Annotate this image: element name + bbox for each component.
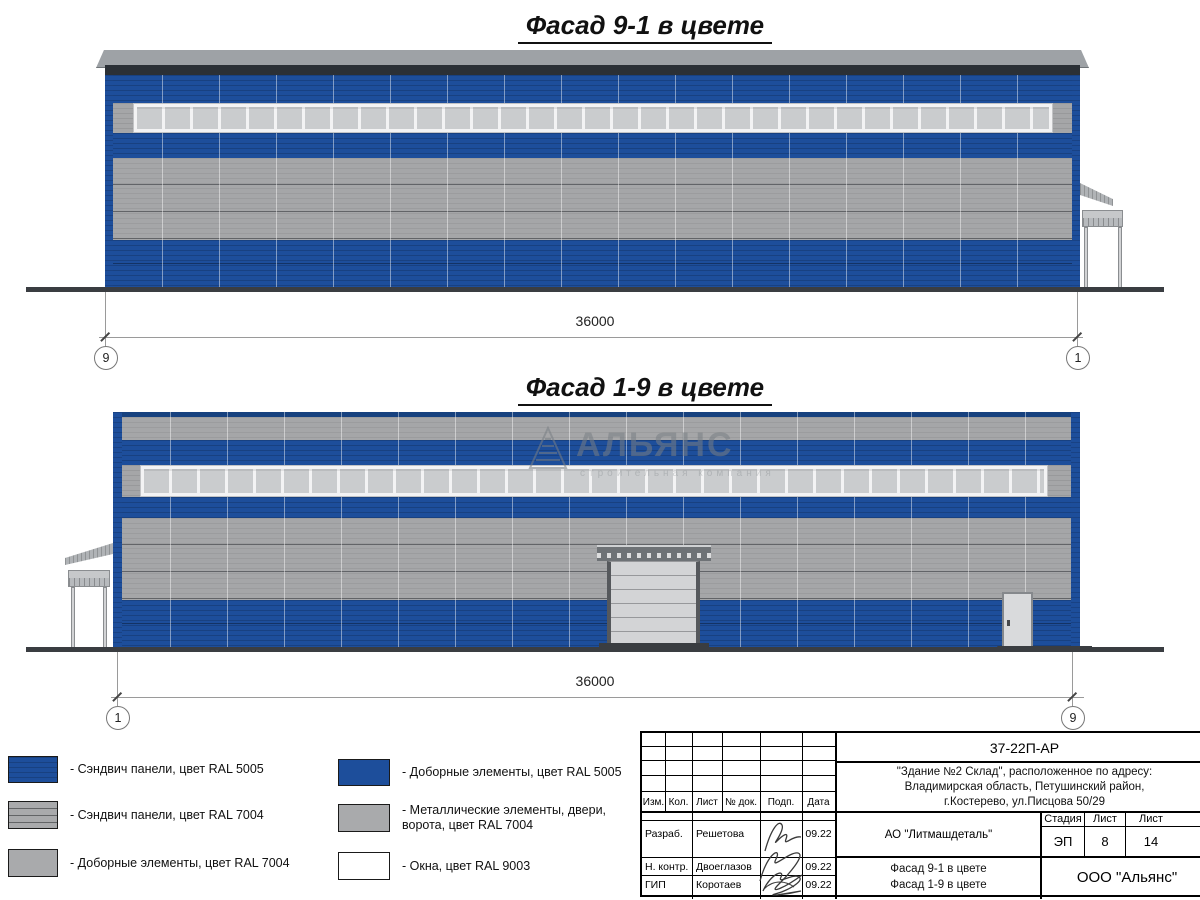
legend-label: - Сэндвич панели, цвет RAL 5005 [70,762,264,776]
stamp-col-data: Дата [807,796,830,808]
extension-line [105,292,106,348]
stamp-date: 09.22 [805,860,832,873]
stamp-col-podp: Подп. [767,796,795,808]
legend-label: - Сэндвич панели, цвет RAL 7004 [70,808,264,822]
legend-swatch [8,801,58,829]
porch-canopy [68,570,110,587]
stamp-stage-label: Стадия [1044,813,1082,825]
legend-swatch [8,849,58,877]
title-block: Изм. Кол. Лист № док. Подп. Дата Разраб.… [640,731,1200,899]
legend-label: - Доборные элементы, цвет RAL 7004 [70,856,290,870]
gate-canopy [597,545,711,561]
facade1-wall [105,75,1080,288]
stamp-sheet-label: Лист [1093,813,1117,825]
legend-swatch [338,759,390,786]
ground-line [26,647,1164,652]
stamp-sheets-value: 14 [1143,834,1159,849]
legend-swatch [338,852,390,880]
porch-roof-slope [65,543,113,565]
extension-line [1072,652,1073,706]
watermark-text: АЛЬЯНС [576,426,734,464]
sheet-title-line: Фасад 9-1 в цвете [890,863,987,875]
legend-swatch [8,756,58,783]
sheet-title-line: Фасад 1-9 в цвете [890,879,987,891]
stamp-name: Двоеглазов [696,860,752,873]
window-panes [144,469,1044,493]
signature [762,872,802,896]
dimension-line [99,337,1083,338]
legend-label: - Доборные элементы, цвет RAL 5005 [402,765,622,779]
facade2-title: Фасад 1-9 в цвете [345,372,945,406]
porch-post [103,587,107,648]
signature [764,822,802,852]
ground-line [26,287,1164,292]
porch-roof-slope [1080,183,1113,206]
stamp-date: 09.22 [805,828,832,840]
stamp-sheet-value: 8 [1101,834,1109,849]
dimension-line [111,697,1084,698]
window-panes [137,107,1049,129]
axis-marker: 1 [1066,346,1090,370]
porch-post [1118,227,1122,288]
facade-9-1-drawing: 36000 9 1 [0,0,1200,370]
watermark-subtext: строительная компания [580,468,775,479]
facade-1-9-drawing: АЛЬЯНС строительная компания 36000 1 9 [0,400,1200,730]
legend-swatch [338,804,390,832]
extension-line [117,652,118,706]
address-line: Владимирская область, Петушинский район, [904,781,1145,793]
stamp-role: Разраб. [645,828,683,840]
door-handle-icon [1007,620,1010,626]
porch-post [1084,227,1088,288]
stamp-sheet-titles: Фасад 9-1 в цвете Фасад 1-9 в цвете [837,861,1040,893]
company-watermark: АЛЬЯНС строительная компания [528,426,788,479]
signature [759,852,803,891]
corner-pilaster-right [1071,412,1080,648]
entrance-door [1002,592,1033,648]
dimension-value: 36000 [575,673,615,689]
sectional-gate [607,561,700,645]
legend-label: - Окна, цвет RAL 9003 [402,859,531,873]
stamp-col-kol: Кол. [668,796,689,808]
legend: - Сэндвич панели, цвет RAL 5005 - Сэндви… [0,740,640,900]
porch-canopy [1082,210,1123,227]
ribbon-window [140,465,1048,497]
corner-pilaster-left [105,75,113,288]
alliance-logo-icon [528,426,568,469]
ribbon-window [133,103,1053,133]
extension-line [1077,292,1078,348]
facade1-title: Фасад 9-1 в цвете [345,10,945,44]
legend-label: - Металлические элементы, двери, ворота,… [402,803,607,832]
stamp-date: 09.22 [805,878,832,891]
address-line: "Здание №2 Склад", расположенное по адре… [896,766,1153,778]
stamp-sheets-label: Лист [1139,813,1163,825]
stamp-role: ГИП [645,878,666,891]
stamp-stage-value: ЭП [1053,834,1073,849]
gate-threshold [599,643,709,650]
stamp-name: Решетова [696,828,745,840]
stamp-address: "Здание №2 Склад", расположенное по адре… [837,765,1200,810]
stamp-col-doc: № док. [724,796,758,808]
axis-marker: 9 [1061,706,1085,730]
stamp-client: АО "Литмашдеталь" [884,828,993,841]
dimension-value: 36000 [575,313,615,329]
porch-post [71,587,75,648]
stamp-doc-code: 37-22П-АР [989,740,1060,756]
corner-pilaster-right [1072,75,1080,288]
stamp-role: Н. контр. [645,860,689,873]
stamp-col-izm: Изм. [642,796,665,808]
corner-pilaster-left [113,412,122,648]
roof-trim [105,65,1080,75]
axis-marker: 9 [94,346,118,370]
address-line: г.Костерево, ул.Писцова 50/29 [944,796,1105,808]
axis-marker: 1 [106,706,130,730]
stamp-col-list: Лист [696,796,718,808]
stamp-name: Коротаев [696,878,742,891]
stamp-company: ООО "Альянс" [1076,868,1178,886]
